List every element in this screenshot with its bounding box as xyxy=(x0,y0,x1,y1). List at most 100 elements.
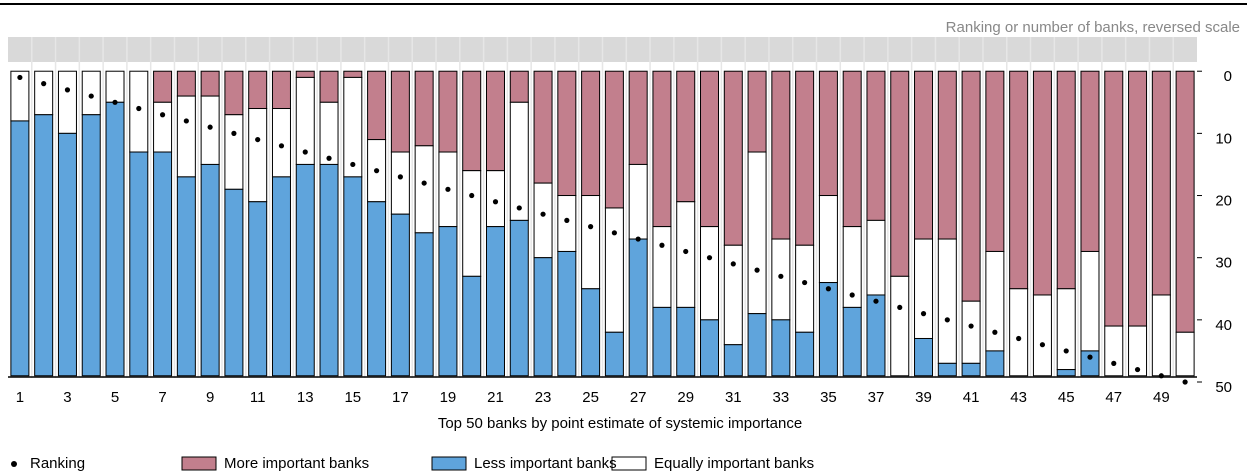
bar-segment xyxy=(890,70,910,277)
legend-marker xyxy=(11,461,17,467)
x-tick-label: 17 xyxy=(392,389,409,406)
bar-segment xyxy=(795,70,815,246)
bar-segment xyxy=(1151,294,1171,377)
bar-segment xyxy=(485,70,505,172)
bar-segment xyxy=(224,114,244,190)
bar-segment xyxy=(1009,288,1029,377)
bar-segment xyxy=(914,238,934,339)
ranking-dot xyxy=(159,112,166,118)
x-tick-label: 31 xyxy=(725,389,742,406)
x-tick-label: 23 xyxy=(535,389,552,406)
ranking-dot xyxy=(944,317,950,323)
ranking-dot xyxy=(564,217,570,223)
bar-segment xyxy=(818,195,838,284)
bar-segment xyxy=(795,331,815,377)
y-tick-label: 0 xyxy=(1224,68,1232,85)
y-tick-label: 40 xyxy=(1215,317,1232,334)
bar-segment xyxy=(700,70,720,228)
bar-segment xyxy=(842,70,862,228)
ranking-dot xyxy=(516,205,522,211)
ranking-dot xyxy=(302,149,308,155)
ranking-dot xyxy=(992,329,998,335)
bar-segment xyxy=(248,108,268,203)
x-tick-label: 11 xyxy=(250,389,266,406)
ranking-dot xyxy=(897,304,903,311)
bar-segment xyxy=(961,300,981,364)
x-tick-label: 1 xyxy=(16,389,24,406)
bar-segment xyxy=(390,151,410,215)
bar-segment xyxy=(414,70,434,147)
x-tick-label: 43 xyxy=(1010,389,1027,406)
bar-segment xyxy=(319,163,339,377)
bar-segment xyxy=(1032,70,1052,296)
bar-segment xyxy=(581,288,601,377)
bar-segment xyxy=(57,70,77,134)
ranking-dot xyxy=(183,118,189,124)
ranking-dot xyxy=(873,298,879,304)
ranking-dot xyxy=(540,211,546,217)
bar-segment xyxy=(723,70,743,246)
bar-segment xyxy=(1056,288,1076,371)
bar-segment xyxy=(604,331,624,377)
bar-segment xyxy=(985,70,1005,252)
bar-segment xyxy=(604,70,624,209)
y-axis-title: Ranking or number of banks, reversed sca… xyxy=(946,19,1240,36)
y-tick-label: 50 xyxy=(1215,379,1232,396)
bar-segment xyxy=(200,70,220,97)
bar-segment xyxy=(747,313,767,377)
x-tick-label: 39 xyxy=(915,389,932,406)
bar-segment xyxy=(390,70,410,153)
ranking-dot xyxy=(17,74,23,81)
bar-segment xyxy=(533,257,553,377)
bar-segment xyxy=(557,70,577,197)
bar-segment xyxy=(723,344,743,377)
bar-segment xyxy=(485,170,505,228)
ranking-dot xyxy=(1063,348,1069,354)
x-tick-label: 13 xyxy=(297,389,314,406)
bar-segment xyxy=(224,188,244,377)
bar-segment xyxy=(1175,331,1195,377)
bar-segment xyxy=(557,250,577,377)
bar-segment xyxy=(771,70,791,240)
bar-segment xyxy=(985,250,1005,352)
x-tick-label: 19 xyxy=(440,389,457,406)
bar-segment xyxy=(319,101,339,165)
bar-segment xyxy=(105,101,125,377)
bar-segment xyxy=(57,132,77,377)
x-tick-label: 35 xyxy=(820,389,837,406)
bar-segment xyxy=(34,114,54,377)
legend-swatch xyxy=(181,456,217,471)
ranking-dot xyxy=(397,174,403,180)
x-tick-label: 3 xyxy=(63,389,71,406)
ranking-dot xyxy=(1111,360,1117,366)
bar-segment xyxy=(509,101,529,221)
bar-segment xyxy=(414,145,434,234)
y-tick-label: 20 xyxy=(1215,192,1232,209)
ranking-dot xyxy=(1087,354,1093,360)
bar-segment xyxy=(628,238,648,377)
bar-segment xyxy=(961,70,981,302)
bar-segment xyxy=(937,238,957,364)
ranking-dot xyxy=(968,323,974,329)
bar-segment xyxy=(462,170,482,277)
x-tick-label: 37 xyxy=(868,389,885,406)
legend-label: Ranking xyxy=(30,455,85,472)
x-tick-label: 47 xyxy=(1105,389,1122,406)
ranking-dot xyxy=(469,192,475,199)
ranking-dot xyxy=(802,279,808,286)
bar-segment xyxy=(771,238,791,321)
bar-segment xyxy=(176,70,196,97)
bar-segment xyxy=(271,176,291,377)
bar-segment xyxy=(1080,350,1100,377)
ranking-dot xyxy=(421,180,427,186)
bar-segment xyxy=(343,70,363,78)
bar-segment xyxy=(1104,325,1124,377)
bar-segment xyxy=(676,70,696,203)
bar-segment xyxy=(295,163,315,377)
x-tick-label: 41 xyxy=(963,389,980,406)
bar-segment xyxy=(937,362,957,377)
bar-segment xyxy=(937,70,957,240)
ranking-dot xyxy=(706,255,713,261)
ranking-dot xyxy=(207,124,213,130)
ranking-dot xyxy=(445,186,451,192)
